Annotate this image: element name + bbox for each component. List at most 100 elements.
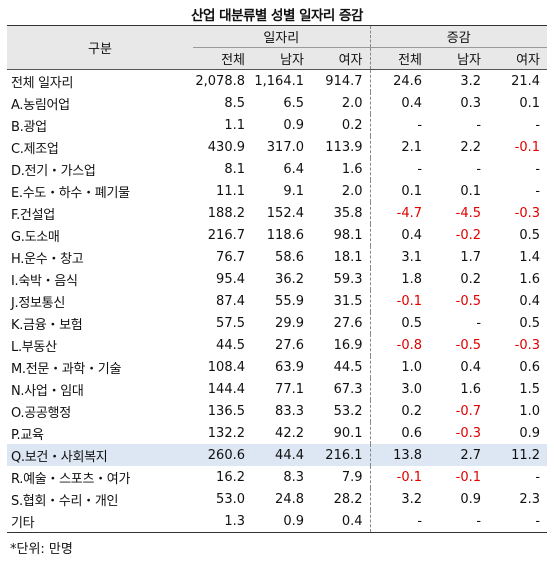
table-cell: 0.2: [369, 400, 430, 422]
table-cell: 1.6: [519, 271, 541, 287]
row-header: 구분: [7, 25, 193, 70]
table-row: K.금융・보험 57.5 29.9 27.6 0.5 - 0.5: [7, 312, 547, 334]
table-cell: 108.4: [207, 359, 245, 375]
table-row: L.부동산 44.5 27.6 16.9 -0.8 -0.5 -0.3: [7, 334, 547, 356]
table-cell: 1.0: [369, 356, 430, 378]
table-cell: 0.2: [460, 271, 482, 287]
table-cell: 53.2: [333, 403, 363, 419]
table-cell: 0.4: [519, 293, 541, 309]
table-cell: 216.1: [311, 444, 371, 466]
table-cell: 0.5: [369, 312, 430, 334]
table-cell: 11.1: [216, 183, 245, 199]
table-cell: 63.9: [275, 359, 304, 375]
table-row: E.수도・하수・폐기물 11.1 9.1 2.0 0.1 0.1 -: [7, 180, 547, 202]
row-label: H.운수・창고: [11, 251, 84, 267]
table-cell: 55.9: [275, 293, 304, 309]
table-cell: 0.4: [369, 224, 430, 246]
table-cell: 2.0: [341, 183, 363, 199]
table-cell: -: [488, 510, 548, 533]
table-row: N.사업・임대 144.4 77.1 67.3 3.0 1.6 1.5: [7, 378, 547, 400]
table-cell: 1.6: [460, 381, 482, 397]
table-row: Q.보건・사회복지 260.6 44.4 216.1 13.8 2.7 11.2: [7, 444, 548, 466]
table-cell: 44.5: [333, 359, 363, 375]
table-cell: 90.1: [333, 425, 363, 441]
table-cell: 2.7: [429, 444, 489, 466]
table-cell: -4.5: [455, 205, 482, 221]
table-cell: 3.2: [460, 73, 482, 89]
table-cell: 0.9: [252, 510, 311, 533]
table-row: D.전기・가스업 8.1 6.4 1.6- - -: [7, 158, 547, 180]
table-cell: 144.4: [207, 381, 245, 397]
row-label: J.정보통신: [11, 295, 66, 311]
table-cell: 1.4: [519, 249, 541, 265]
table-cell: 8.3: [283, 469, 304, 485]
row-label: B.광업: [11, 119, 47, 135]
row-label: 기타: [7, 510, 193, 533]
table-cell: 3.0: [369, 378, 430, 400]
table-row: G.도소매 216.7 118.6 98.1 0.4 -0.2 0.5: [7, 224, 547, 246]
table-cell: -: [369, 510, 430, 533]
table-cell: 152.4: [266, 205, 304, 221]
table-cell: 13.8: [369, 444, 430, 466]
row-label: O.공공행정: [11, 405, 71, 421]
table-cell: 27.6: [275, 337, 304, 353]
table-cell: 83.3: [275, 403, 304, 419]
row-label: N.사업・임대: [11, 383, 84, 399]
table-cell: 16.2: [216, 469, 245, 485]
table-cell: 0.5: [519, 315, 541, 331]
table-row: 기타 1.3 0.9 0.4- - -: [7, 510, 548, 533]
footnote: *단위: 만명: [10, 542, 73, 557]
row-label: E.수도・하수・폐기물: [11, 185, 130, 201]
table-cell: 87.4: [216, 293, 245, 309]
row-label: L.부동산: [11, 339, 57, 355]
row-label: 전체 일자리: [11, 75, 74, 91]
table-cell: -: [476, 117, 482, 133]
table-cell: -0.2: [455, 227, 482, 243]
table-cell: -0.1: [455, 469, 482, 485]
table-cell: 0.1: [369, 180, 430, 202]
table-cell: 28.2: [333, 491, 363, 507]
table-cell: 57.5: [216, 315, 245, 331]
table-cell: 2.1: [369, 136, 430, 158]
table-cell: 1.8: [369, 268, 430, 290]
table-row: R.예술・스포츠・여가 16.2 8.3 7.9 -0.1 -0.1 -: [7, 466, 547, 488]
row-label: C.제조업: [11, 141, 59, 157]
table-row: 전체 일자리 2,078.8 1,164.1 914.7 24.6 3.2 21.4: [7, 69, 547, 92]
table-cell: 21.4: [511, 73, 541, 89]
table-cell: 0.2: [341, 117, 363, 133]
table-cell: 0.9: [460, 491, 482, 507]
table-title: 산업 대분류별 성별 일자리 증감: [191, 8, 363, 24]
table-cell: -4.7: [369, 202, 430, 224]
table-cell: 6.5: [283, 95, 304, 111]
row-label: S.협회・수리・개인: [11, 493, 119, 509]
table-row: O.공공행정 136.5 83.3 53.2 0.2 -0.7 1.0: [7, 400, 547, 422]
table-cell: 8.5: [224, 95, 245, 111]
table-cell: -0.7: [455, 403, 482, 419]
table-cell: 77.1: [275, 381, 304, 397]
table-cell: 2,078.8: [195, 73, 245, 89]
row-label: P.교육: [11, 427, 44, 443]
table-cell: 0.9: [283, 117, 304, 133]
row-label: A.농림어업: [11, 97, 70, 113]
table-row: A.농림어업 8.5 6.5 2.0 0.4 0.3 0.1: [7, 92, 547, 114]
table-cell: 24.8: [275, 491, 304, 507]
table-cell: 1,164.1: [254, 73, 304, 89]
table-cell: 188.2: [207, 205, 245, 221]
table-cell: 11.2: [488, 444, 548, 466]
table-cell: 2.0: [341, 95, 363, 111]
table-body: 전체 일자리 2,078.8 1,164.1 914.7 24.6 3.2 21.4 A.농림…: [7, 69, 548, 533]
table-cell: 0.1: [519, 95, 541, 111]
table-cell: 98.1: [333, 227, 363, 243]
table-row: C.제조업 430.9 317.0 113.9 2.1 2.2 -0.1: [7, 136, 547, 158]
table-cell: 3.1: [369, 246, 430, 268]
table-cell: -: [476, 315, 482, 331]
table-row: B.광업 1.1 0.9 0.2- - -: [7, 114, 547, 136]
table-cell: -0.8: [369, 334, 430, 356]
table-cell: -0.3: [455, 425, 482, 441]
table-cell: 16.9: [333, 337, 363, 353]
row-label: R.예술・스포츠・여가: [11, 471, 131, 487]
table-row: S.협회・수리・개인 53.0 24.8 28.2 3.2 0.9 2.3: [7, 488, 547, 510]
table-row: P.교육 132.2 42.2 90.1 0.6 -0.3 0.9: [7, 422, 547, 444]
table-cell: 914.7: [325, 73, 363, 89]
table-cell: -0.3: [514, 337, 541, 353]
